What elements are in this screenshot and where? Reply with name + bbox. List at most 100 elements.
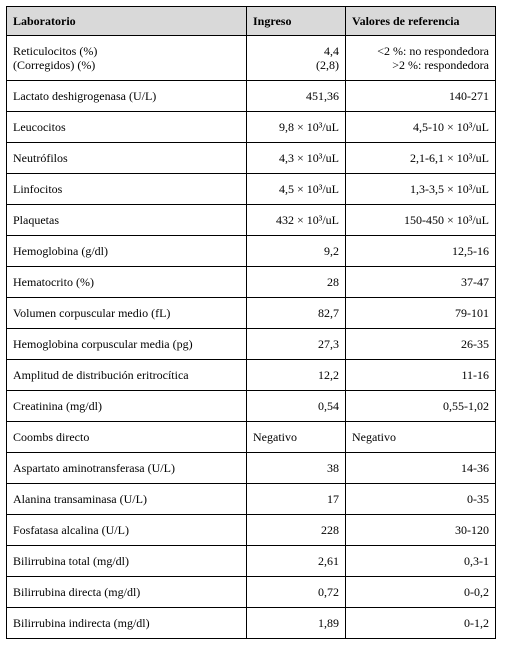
- cell-ingreso-text: 0,72: [318, 585, 339, 599]
- cell-laboratorio-text: Coombs directo: [13, 430, 90, 444]
- table-row: Hemoglobina corpuscular media (pg) 27,3 26…: [6, 328, 496, 360]
- cell-laboratorio: Lactato deshigrogenasa (U/L): [6, 80, 247, 112]
- table-row: Creatinina (mg/dl) 0,54 0,55-1,02: [6, 390, 496, 422]
- cell-laboratorio: Hemoglobina corpuscular media (pg): [6, 328, 247, 360]
- cell-ingreso: 38: [246, 452, 346, 484]
- cell-valores-referencia-text: >2 %: respondedora: [392, 58, 489, 72]
- cell-ingreso: 432 × 10³/uL: [246, 204, 346, 236]
- table-row: Aspartato aminotransferasa (U/L) 38 14-36: [6, 452, 496, 484]
- table-row: Plaquetas 432 × 10³/uL 150-450 × 10³/uL: [6, 204, 496, 236]
- cell-valores-referencia-text: 26-35: [461, 337, 489, 351]
- cell-valores-referencia-text: 0,55-1,02: [443, 399, 489, 413]
- cell-valores-referencia: 150-450 × 10³/uL: [345, 204, 496, 236]
- cell-laboratorio-text: Leucocitos: [13, 120, 66, 134]
- cell-valores-referencia: 140-271: [345, 80, 496, 112]
- cell-ingreso: 228: [246, 514, 346, 546]
- cell-laboratorio-text: Creatinina (mg/dl): [13, 399, 102, 413]
- header-row: Laboratorio Ingreso Valores de referenci…: [6, 6, 496, 36]
- cell-laboratorio-text: Plaquetas: [13, 213, 59, 227]
- cell-valores-referencia: <2 %: no respondedora >2 %: respondedora: [345, 35, 496, 81]
- cell-laboratorio-text: Aspartato aminotransferasa (U/L): [13, 461, 175, 475]
- cell-ingreso-text: 9,2: [324, 244, 339, 258]
- cell-laboratorio-text: Hemoglobina (g/dl): [13, 244, 108, 258]
- cell-valores-referencia-text: 14-36: [461, 461, 489, 475]
- cell-valores-referencia-text: 0,3-1: [464, 554, 489, 568]
- cell-ingreso-text: 4,4: [324, 44, 339, 58]
- cell-laboratorio: Reticulocitos (%) (Corregidos) (%): [6, 35, 247, 81]
- cell-ingreso: 17: [246, 483, 346, 515]
- cell-valores-referencia: 0-35: [345, 483, 496, 515]
- table-row: Leucocitos 9,8 × 10³/uL 4,5-10 × 10³/uL: [6, 111, 496, 143]
- table-body: Reticulocitos (%) (Corregidos) (%) 4,4 (2,8…: [6, 35, 496, 639]
- cell-ingreso: 0,54: [246, 390, 346, 422]
- cell-valores-referencia-text: 2,1-6,1 × 10³/uL: [409, 151, 489, 165]
- cell-ingreso-text: 432 × 10³/uL: [275, 213, 339, 227]
- cell-valores-referencia: 0,55-1,02: [345, 390, 496, 422]
- cell-ingreso-text: 4,5 × 10³/uL: [278, 182, 339, 196]
- table-row: Hemoglobina (g/dl) 9,2 12,5-16: [6, 235, 496, 267]
- cell-valores-referencia-text: 79-101: [455, 306, 489, 320]
- cell-ingreso: 27,3: [246, 328, 346, 360]
- cell-valores-referencia-text: 11-16: [461, 368, 489, 382]
- cell-laboratorio-text: Amplitud de distribución eritrocítica: [13, 368, 189, 382]
- table-row: Alanina transaminasa (U/L) 17 0-35: [6, 483, 496, 515]
- cell-valores-referencia-text: 30-120: [455, 523, 489, 537]
- cell-laboratorio: Bilirrubina total (mg/dl): [6, 545, 247, 577]
- cell-laboratorio: Plaquetas: [6, 204, 247, 236]
- cell-laboratorio: Alanina transaminasa (U/L): [6, 483, 247, 515]
- table-row: Bilirrubina directa (mg/dl) 0,72 0-0,2: [6, 576, 496, 608]
- cell-laboratorio: Volumen corpuscular medio (fL): [6, 297, 247, 329]
- cell-valores-referencia-text: <2 %: no respondedora: [377, 44, 489, 58]
- cell-ingreso: 82,7: [246, 297, 346, 329]
- table-row: Lactato deshigrogenasa (U/L) 451,36 140-27…: [6, 80, 496, 112]
- cell-laboratorio-text: Hemoglobina corpuscular media (pg): [13, 337, 193, 351]
- cell-ingreso: 1,89: [246, 607, 346, 639]
- cell-ingreso: 2,61: [246, 545, 346, 577]
- table-row: Fosfatasa alcalina (U/L) 228 30-120: [6, 514, 496, 546]
- cell-ingreso: Negativo: [246, 421, 346, 453]
- cell-laboratorio: Coombs directo: [6, 421, 247, 453]
- header-valores-referencia: Valores de referencia: [345, 6, 496, 36]
- cell-valores-referencia: 2,1-6,1 × 10³/uL: [345, 142, 496, 174]
- cell-ingreso: 4,3 × 10³/uL: [246, 142, 346, 174]
- cell-ingreso-text: Negativo: [253, 430, 297, 444]
- cell-valores-referencia: 11-16: [345, 359, 496, 391]
- cell-ingreso-text: 9,8 × 10³/uL: [278, 120, 339, 134]
- cell-valores-referencia: 0-0,2: [345, 576, 496, 608]
- cell-valores-referencia: 79-101: [345, 297, 496, 329]
- cell-valores-referencia: Negativo: [345, 421, 496, 453]
- cell-laboratorio: Creatinina (mg/dl): [6, 390, 247, 422]
- cell-ingreso: 0,72: [246, 576, 346, 608]
- cell-valores-referencia: 37-47: [345, 266, 496, 298]
- table-row: Reticulocitos (%) (Corregidos) (%) 4,4 (2,8…: [6, 35, 496, 81]
- cell-ingreso-text: 2,61: [318, 554, 339, 568]
- header-laboratorio: Laboratorio: [6, 6, 247, 36]
- cell-laboratorio: Linfocitos: [6, 173, 247, 205]
- cell-valores-referencia-text: 0-35: [467, 492, 489, 506]
- cell-laboratorio: Neutrófilos: [6, 142, 247, 174]
- table-row: Bilirrubina indirecta (mg/dl) 1,89 0-1,2: [6, 607, 496, 639]
- cell-laboratorio-text: Bilirrubina directa (mg/dl): [13, 585, 141, 599]
- lab-results-table-container: Laboratorio Ingreso Valores de referenci…: [6, 6, 496, 639]
- cell-ingreso-text: 228: [321, 523, 339, 537]
- table-row: Coombs directo Negativo Negativo: [6, 421, 496, 453]
- cell-ingreso: 28: [246, 266, 346, 298]
- table-row: Volumen corpuscular medio (fL) 82,7 79-101: [6, 297, 496, 329]
- cell-laboratorio: Amplitud de distribución eritrocítica: [6, 359, 247, 391]
- cell-laboratorio: Fosfatasa alcalina (U/L): [6, 514, 247, 546]
- cell-ingreso: 9,2: [246, 235, 346, 267]
- cell-laboratorio-text: Neutrófilos: [13, 151, 68, 165]
- cell-laboratorio: Leucocitos: [6, 111, 247, 143]
- cell-laboratorio-text: Bilirrubina total (mg/dl): [13, 554, 129, 568]
- cell-valores-referencia-text: 37-47: [461, 275, 489, 289]
- cell-valores-referencia: 30-120: [345, 514, 496, 546]
- cell-valores-referencia: 1,3-3,5 × 10³/uL: [345, 173, 496, 205]
- table-row: Hematocrito (%) 28 37-47: [6, 266, 496, 298]
- cell-laboratorio: Aspartato aminotransferasa (U/L): [6, 452, 247, 484]
- cell-laboratorio-text: Volumen corpuscular medio (fL): [13, 306, 171, 320]
- cell-laboratorio-text: Linfocitos: [13, 182, 63, 196]
- cell-ingreso-text: 28: [327, 275, 339, 289]
- cell-ingreso: 451,36: [246, 80, 346, 112]
- table-row: Amplitud de distribución eritrocítica 12,…: [6, 359, 496, 391]
- cell-ingreso-text: 0,54: [318, 399, 339, 413]
